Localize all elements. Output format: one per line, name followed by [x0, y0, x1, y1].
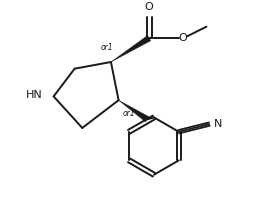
Text: or1: or1	[101, 43, 113, 52]
Text: HN: HN	[25, 90, 42, 100]
Text: O: O	[178, 33, 187, 43]
Polygon shape	[119, 100, 149, 122]
Text: O: O	[145, 2, 154, 12]
Text: or1: or1	[122, 109, 135, 118]
Polygon shape	[111, 36, 151, 62]
Text: N: N	[214, 119, 222, 129]
